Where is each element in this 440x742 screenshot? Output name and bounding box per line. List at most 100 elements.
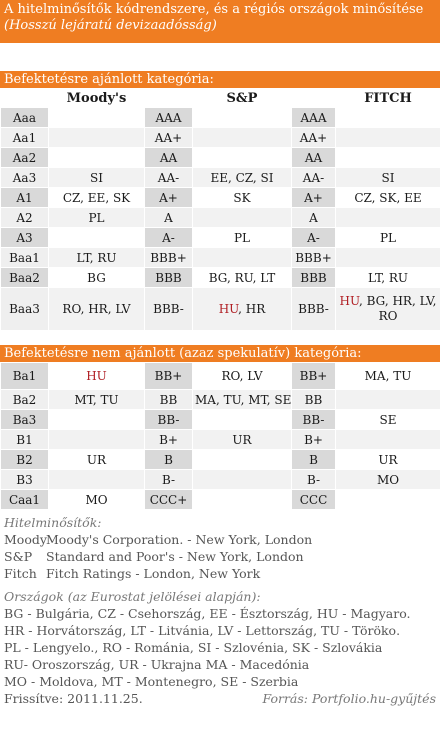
fitch-countries [335,107,440,128]
table-row: A2 PL A A [0,207,440,228]
country-line: RU- Oroszország, UR - Ukrajna MA - Maced… [4,657,310,672]
sp-rating: BB+ [144,362,193,390]
countries-heading: Országok (az Eurostat jelölései alapján)… [4,589,261,604]
spacer-header [291,88,336,108]
fitch-countries: PL [335,227,440,248]
sp-countries: UR [192,429,292,450]
moodys-rating: Baa2 [0,267,49,288]
sp-countries [192,147,292,168]
sp-rating: A+ [144,187,193,208]
table-row: Ba1 HU BB+ RO, LV BB+ MA, TU [0,362,440,390]
fitch-countries [335,207,440,228]
country-line: BG - Bulgária, CZ - Csehország, EE - Ész… [4,606,411,621]
fitch-countries: LT, RU [335,267,440,288]
moodys-countries [48,429,145,450]
sp-rating: A [144,207,193,228]
fitch-rating: CCC [291,489,336,510]
rater-abbr: S&P [4,549,33,564]
section-speculative-header: Befektetésre nem ajánlott (azaz spekulat… [0,345,440,362]
fitch-rating: BB- [291,409,336,430]
moodys-countries: MO [48,489,145,510]
sp-countries: SK [192,187,292,208]
fitch-countries: MO [335,469,440,490]
moodys-rating: Aa2 [0,147,49,168]
moodys-countries: CZ, EE, SK [48,187,145,208]
table-row: Aa3 SI AA- EE, CZ, SI AA- SI [0,167,440,188]
legend-heading: Hitelminősítők: [4,515,102,530]
fitch-rating: AA [291,147,336,168]
table-row: B2 UR B B UR [0,449,440,470]
fitch-rating: BB+ [291,362,336,390]
table-row: Aaa AAA AAA [0,107,440,128]
table-row: Baa2 BG BBB BG, RU, LT BBB LT, RU [0,267,440,288]
section-investment-header: Befektetésre ajánlott kategória: [0,71,440,88]
fitch-rating: B+ [291,429,336,450]
fitch-rating: AA+ [291,127,336,148]
sp-countries [192,469,292,490]
moodys-countries [48,409,145,430]
fitch-countries [335,127,440,148]
fitch-countries [335,389,440,410]
hu-highlight: HU [339,294,359,308]
moodys-rating: Aa3 [0,167,49,188]
fitch-rating: A [291,207,336,228]
moodys-countries: UR [48,449,145,470]
fitch-rating: AAA [291,107,336,128]
fitch-countries: SI [335,167,440,188]
sp-rating: BBB- [144,287,193,331]
moodys-countries: SI [48,167,145,188]
moodys-countries [48,227,145,248]
sp-rating: B- [144,469,193,490]
sp-countries: HU, HR [192,287,292,331]
fitch-rating: A- [291,227,336,248]
moodys-countries: LT, RU [48,247,145,268]
sp-rating: B [144,449,193,470]
moodys-rating: Caa1 [0,489,49,510]
sp-rating: AA [144,147,193,168]
raters-legend: Hitelminősítők: Moody Moody's Corporation… [0,514,440,582]
fitch-rating: AA- [291,167,336,188]
moodys-rating: A1 [0,187,49,208]
hu-highlight: HU [218,302,239,316]
moodys-countries [48,127,145,148]
sp-countries [192,449,292,470]
rater-abbr: Fitch [4,566,37,581]
table-row: Ba2 MT, TU BB MA, TU, MT, SE BB [0,389,440,410]
moodys-rating: Baa1 [0,247,49,268]
fitch-countries [335,429,440,450]
sp-rating: B+ [144,429,193,450]
moodys-rating: Aa1 [0,127,49,148]
page-subtitle: (Hosszú lejáratú devizaadósság) [4,18,217,33]
sp-rating: AAA [144,107,193,128]
table-row: Baa3 RO, HR, LV BBB- HU, HR BBB- HU, BG,… [0,287,440,331]
sp-countries [192,107,292,128]
table-row: A3 A- PL A- PL [0,227,440,248]
sp-rating: AA- [144,167,193,188]
fitch-countries [335,247,440,268]
sp-countries [192,409,292,430]
fitch-countries [335,147,440,168]
moodys-rating: A2 [0,207,49,228]
sp-countries: PL [192,227,292,248]
speculative-table: Ba1 HU BB+ RO, LV BB+ MA, TU Ba2 MT, TU BB… [0,362,440,510]
table-row: Ba3 BB- BB- SE [0,409,440,430]
table-row: Aa2 AA AA [0,147,440,168]
fitch-countries: MA, TU [335,362,440,390]
moodys-header: Moody's [48,88,145,108]
sp-countries [192,489,292,510]
investment-table: Moody's S&P FITCH Aaa AAA AAA Aa1 AA+ AA+ Aa2 A… [0,88,440,331]
sp-rating: AA+ [144,127,193,148]
rater-abbr: Moody [4,532,47,547]
moodys-rating: Baa3 [0,287,49,331]
spacer-header [144,88,193,108]
moodys-rating: Ba1 [0,362,49,390]
fitch-countries: CZ, SK, EE [335,187,440,208]
updated-date: Frissítve: 2011.11.25. [4,691,143,706]
sp-countries: RO, LV [192,362,292,390]
spacer-header [0,88,49,108]
fitch-rating: B- [291,469,336,490]
moodys-countries [48,147,145,168]
sp-rating: BBB+ [144,247,193,268]
fitch-rating: BBB+ [291,247,336,268]
moodys-countries: PL [48,207,145,228]
